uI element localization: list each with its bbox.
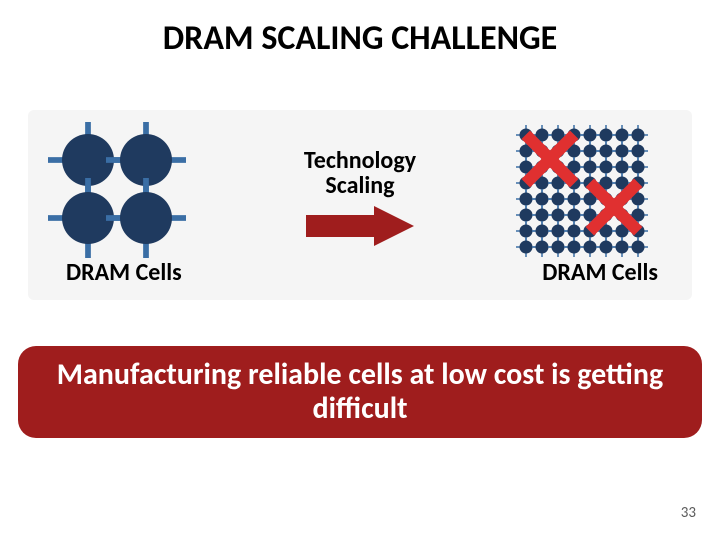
page-number: 33 xyxy=(681,504,696,522)
slide-title: DRAM SCALING CHALLENGE xyxy=(0,18,720,59)
dram-cells-large xyxy=(48,122,208,267)
banner-text: Manufacturing reliable cells at low cost… xyxy=(34,358,686,427)
conclusion-banner: Manufacturing reliable cells at low cost… xyxy=(18,346,702,438)
dram-cells-small xyxy=(512,125,672,270)
diagram-panel: Technology Scaling DRAM Cells DRAM Cells xyxy=(28,110,692,300)
tech-label-line1: Technology xyxy=(260,148,460,173)
technology-scaling-label: Technology Scaling xyxy=(260,148,460,198)
scaling-arrow-icon xyxy=(306,206,416,251)
tech-label-line2: Scaling xyxy=(260,173,460,198)
caption-left: DRAM Cells xyxy=(66,258,182,287)
caption-right: DRAM Cells xyxy=(542,258,658,287)
